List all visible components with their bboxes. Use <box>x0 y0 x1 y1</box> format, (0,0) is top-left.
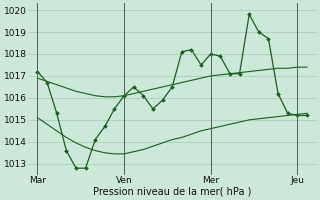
X-axis label: Pression niveau de la mer( hPa ): Pression niveau de la mer( hPa ) <box>93 187 252 197</box>
